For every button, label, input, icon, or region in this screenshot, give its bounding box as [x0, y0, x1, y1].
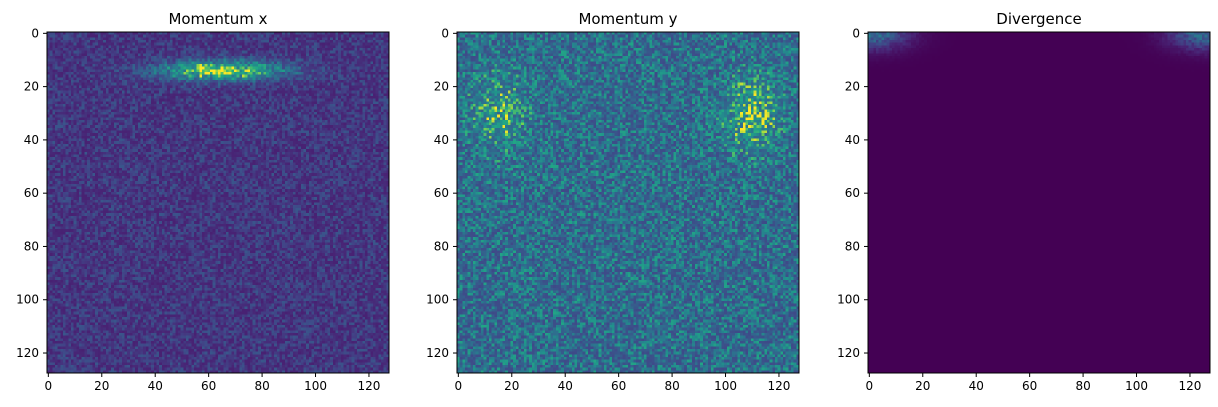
- x-tick-label: 60: [201, 379, 216, 393]
- x-tick-label: 120: [1179, 379, 1202, 393]
- x-tick-label: 100: [714, 379, 737, 393]
- x-tick-label: 20: [94, 379, 109, 393]
- y-tick-label: 0: [852, 26, 860, 40]
- y-tick-label: 40: [24, 133, 39, 147]
- chart-title: Momentum x: [168, 10, 267, 28]
- y-tick-label: 80: [845, 239, 860, 253]
- heatmap-image: [457, 32, 799, 373]
- x-tick-label: 120: [768, 379, 791, 393]
- x-tick-label: 80: [254, 379, 269, 393]
- y-tick-label: 0: [441, 26, 449, 40]
- x-tick-label: 20: [915, 379, 930, 393]
- y-tick-label: 100: [426, 293, 449, 307]
- x-tick-label: 120: [358, 379, 381, 393]
- x-tick-label: 40: [148, 379, 163, 393]
- y-tick-label: 120: [426, 346, 449, 360]
- y-tick-label: 20: [434, 80, 449, 94]
- y-tick-label: 20: [845, 80, 860, 94]
- x-tick-label: 0: [45, 379, 53, 393]
- axes-frame: [46, 31, 390, 374]
- y-tick-label: 0: [31, 26, 39, 40]
- x-tick-label: 100: [304, 379, 327, 393]
- x-tick-label: 80: [664, 379, 679, 393]
- y-tick-label: 120: [16, 346, 39, 360]
- y-tick-label: 120: [837, 346, 860, 360]
- y-tick-label: 20: [24, 80, 39, 94]
- y-tick-label: 80: [434, 239, 449, 253]
- y-tick-label: 40: [434, 133, 449, 147]
- heatmap-image: [47, 32, 389, 373]
- y-tick-label: 100: [16, 293, 39, 307]
- x-tick-label: 80: [1075, 379, 1090, 393]
- y-tick-label: 60: [434, 186, 449, 200]
- y-tick-label: 60: [24, 186, 39, 200]
- x-tick-label: 40: [969, 379, 984, 393]
- y-tick-label: 80: [24, 239, 39, 253]
- y-tick-label: 100: [837, 293, 860, 307]
- x-tick-label: 20: [504, 379, 519, 393]
- x-tick-label: 60: [1022, 379, 1037, 393]
- x-tick-label: 0: [455, 379, 463, 393]
- heatmap-image: [868, 32, 1210, 373]
- x-tick-label: 0: [866, 379, 874, 393]
- y-tick-label: 60: [845, 186, 860, 200]
- axes-frame: [867, 31, 1211, 374]
- x-tick-label: 60: [611, 379, 626, 393]
- y-tick-label: 40: [845, 133, 860, 147]
- axes-frame: [456, 31, 800, 374]
- chart-title: Divergence: [996, 10, 1081, 28]
- x-tick-label: 40: [558, 379, 573, 393]
- chart-title: Momentum y: [578, 10, 677, 28]
- x-tick-label: 100: [1125, 379, 1148, 393]
